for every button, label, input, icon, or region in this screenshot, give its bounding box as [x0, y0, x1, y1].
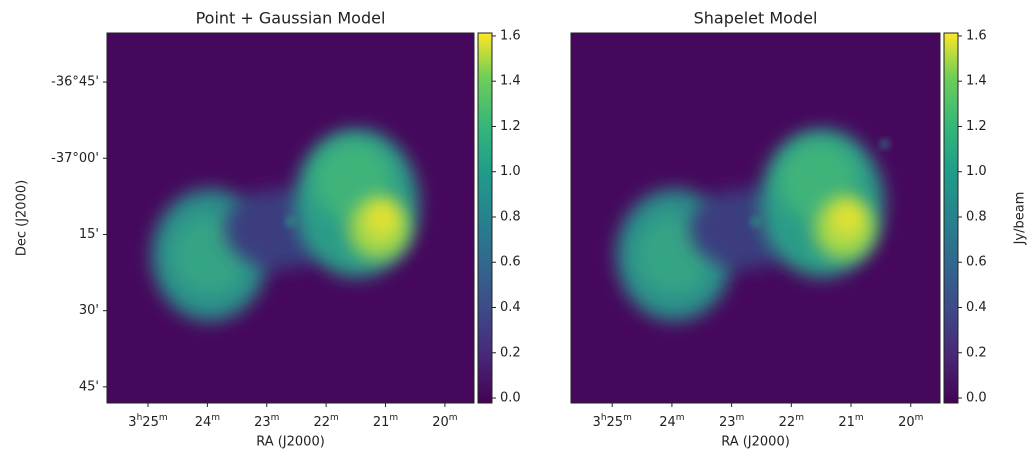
y-axis-label: Dec (J2000): [15, 180, 30, 256]
colorbar-label: Jy/beam: [1013, 192, 1028, 246]
colorbar: [943, 32, 959, 404]
colorbar: [477, 32, 493, 404]
y-tick-label: 15': [79, 227, 99, 242]
colorbar-tick-label: 1.4: [966, 74, 987, 89]
x-tick-label: 22m: [779, 413, 804, 430]
x-axis-label: RA (J2000): [721, 435, 790, 450]
x-tick-label: 24m: [659, 413, 684, 430]
panel-title: Point + Gaussian Model: [196, 9, 386, 28]
x-tick-label: 21m: [373, 413, 398, 430]
emission: [831, 200, 864, 236]
y-tick-label: -36°45': [51, 75, 99, 90]
colorbar-tick-label: 1.4: [500, 74, 521, 89]
x-tick-label: 21m: [838, 413, 863, 430]
image-panel: [106, 32, 475, 404]
emission: [366, 200, 399, 236]
x-tick-label: 22m: [313, 413, 338, 430]
colorbar-tick-label: 1.2: [500, 119, 521, 134]
image-frame: [570, 32, 941, 404]
colorbar-tick-label: 0.2: [966, 345, 987, 360]
colorbar-tick-label: 1.2: [966, 119, 987, 134]
colorbar-tick-label: 0.4: [966, 300, 987, 315]
colorbar-tick-label: 1.6: [966, 28, 987, 43]
y-tick-label: 30': [79, 303, 99, 318]
colorbar-tick-label: 0.0: [500, 391, 521, 406]
point-source: [751, 217, 760, 226]
x-tick-label: 3h25m: [128, 413, 167, 430]
colorbar-tick-label: 0.8: [500, 209, 521, 224]
x-tick-label: 23m: [719, 413, 744, 430]
y-tick-label: 45': [79, 379, 99, 394]
colorbar-tick-label: 0.6: [966, 255, 987, 270]
x-axis-label: RA (J2000): [256, 435, 325, 450]
image-frame: [106, 32, 475, 404]
x-tick-label: 24m: [195, 413, 220, 430]
colorbar-tick-label: 0.4: [500, 300, 521, 315]
colorbar-tick-label: 1.6: [500, 28, 521, 43]
colorbar-tick-label: 0.6: [500, 255, 521, 270]
x-tick-label: 3h25m: [593, 413, 632, 430]
x-tick-label: 20m: [898, 413, 923, 430]
colorbar-tick-label: 0.2: [500, 345, 521, 360]
image-panel: [570, 32, 941, 404]
y-tick-label: -37°00': [51, 151, 99, 166]
colorbar-tick-label: 0.0: [966, 391, 987, 406]
colorbar-tick-label: 1.0: [500, 164, 521, 179]
colorbar-tick-label: 1.0: [966, 164, 987, 179]
point-source: [880, 140, 889, 148]
colorbar-tick-label: 0.8: [966, 209, 987, 224]
point-source: [286, 217, 295, 226]
panel-title: Shapelet Model: [694, 9, 818, 28]
x-tick-label: 20m: [432, 413, 457, 430]
x-tick-label: 23m: [254, 413, 279, 430]
